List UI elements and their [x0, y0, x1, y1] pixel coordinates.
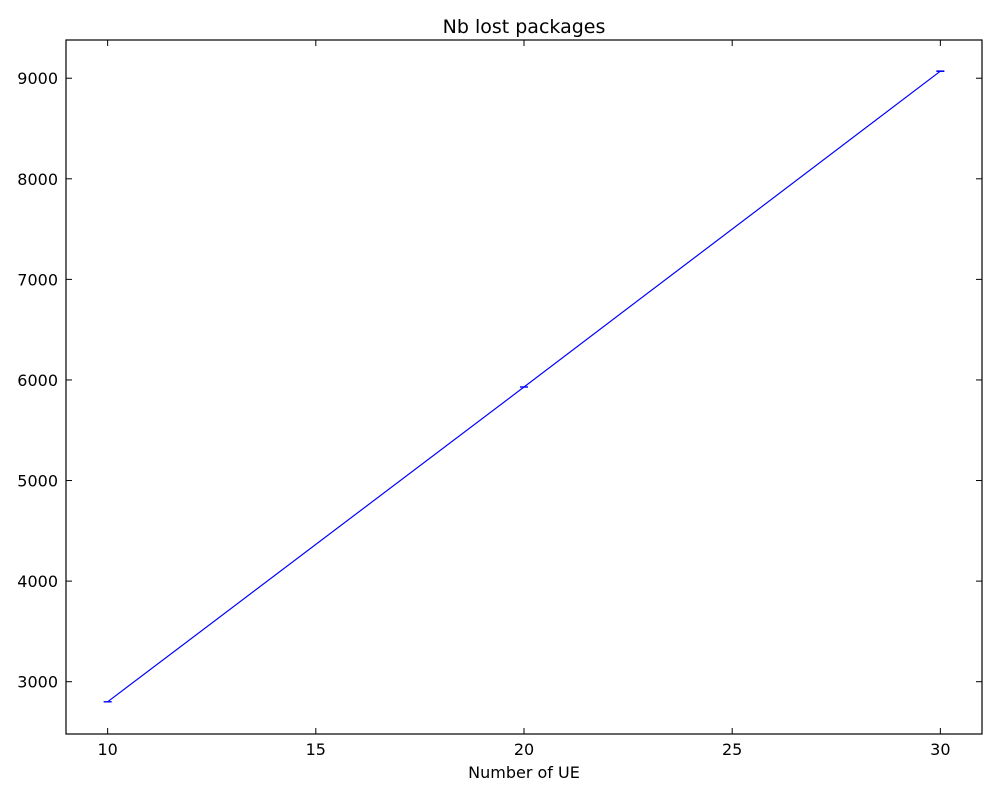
x-tick-label: 20	[514, 740, 534, 759]
x-tick-label: 10	[97, 740, 117, 759]
data-point-errorbar	[936, 70, 945, 72]
y-tick-label: 6000	[17, 371, 58, 390]
chart-title: Nb lost packages	[443, 16, 606, 38]
y-axis-ticks: 3000 4000 5000 6000 7000 8000 9000	[17, 69, 982, 692]
y-tick-label: 5000	[17, 472, 58, 491]
series-layer	[103, 70, 945, 703]
x-axis-ticks: 10 15 20 25 30	[97, 40, 951, 759]
y-tick-label: 8000	[17, 170, 58, 189]
y-tick-label: 3000	[17, 673, 58, 692]
plot-frame	[65, 39, 983, 735]
y-tick-label: 4000	[17, 572, 58, 591]
y-tick-label: 7000	[17, 270, 58, 289]
x-axis-label: Number of UE	[468, 763, 580, 782]
x-tick-label: 15	[306, 740, 326, 759]
x-tick-label: 25	[722, 740, 742, 759]
y-tick-label: 9000	[17, 69, 58, 88]
x-tick-label: 30	[930, 740, 950, 759]
